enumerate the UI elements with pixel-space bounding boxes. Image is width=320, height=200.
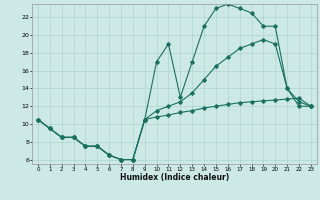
X-axis label: Humidex (Indice chaleur): Humidex (Indice chaleur) bbox=[120, 173, 229, 182]
